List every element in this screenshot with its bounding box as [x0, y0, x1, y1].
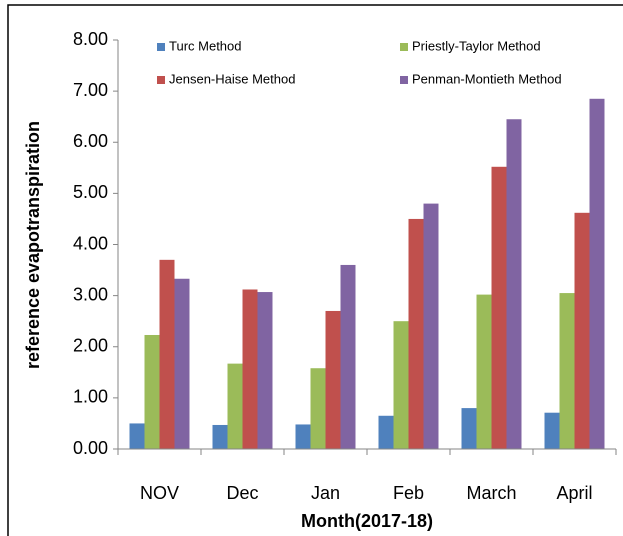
bar [159, 259, 175, 449]
legend-label: Penman-Montieth Method [412, 71, 562, 86]
x-axis-title: Month(2017-18) [301, 511, 433, 531]
bar [574, 212, 590, 449]
y-tick-label: 7.00 [73, 80, 108, 100]
bar [461, 408, 477, 449]
bar [227, 363, 243, 449]
y-tick-label: 5.00 [73, 182, 108, 202]
bar [408, 218, 424, 449]
bar [295, 424, 311, 449]
frame [7, 4, 623, 536]
x-tick-label: April [556, 483, 592, 503]
bar [393, 321, 409, 449]
bar [378, 415, 394, 449]
bar [257, 292, 273, 449]
bar [544, 412, 560, 449]
legend-label: Jensen-Haise Method [169, 71, 295, 86]
legend-swatch [157, 76, 165, 84]
x-tick-label: March [466, 483, 516, 503]
bar [476, 294, 492, 449]
y-tick-label: 3.00 [73, 284, 108, 304]
x-tick-label: NOV [140, 483, 179, 503]
y-tick-label: 2.00 [73, 336, 108, 356]
legend-label: Turc Method [169, 38, 242, 53]
x-tick-label: Jan [311, 483, 340, 503]
bar [129, 423, 145, 449]
y-axis-title: reference evapotranspiration [23, 121, 43, 369]
y-tick-label: 1.00 [73, 387, 108, 407]
bar [491, 166, 507, 450]
bar [559, 293, 575, 449]
bar [423, 203, 439, 449]
bar [506, 119, 522, 450]
legend-swatch [400, 76, 408, 84]
bar [144, 334, 160, 449]
y-tick-label: 0.00 [73, 438, 108, 458]
bar [589, 98, 605, 449]
bar [212, 424, 228, 449]
bar [310, 368, 326, 449]
x-tick-label: Dec [226, 483, 258, 503]
bar [242, 289, 258, 449]
y-tick-label: 4.00 [73, 233, 108, 253]
y-tick-label: 6.00 [73, 131, 108, 151]
bar [325, 310, 341, 449]
bar [174, 278, 190, 449]
bar [340, 264, 356, 449]
legend-swatch [157, 43, 165, 51]
y-tick-label: 8.00 [73, 29, 108, 49]
legend-label: Priestly-Taylor Method [412, 38, 541, 53]
legend-swatch [400, 43, 408, 51]
x-tick-label: Feb [393, 483, 424, 503]
